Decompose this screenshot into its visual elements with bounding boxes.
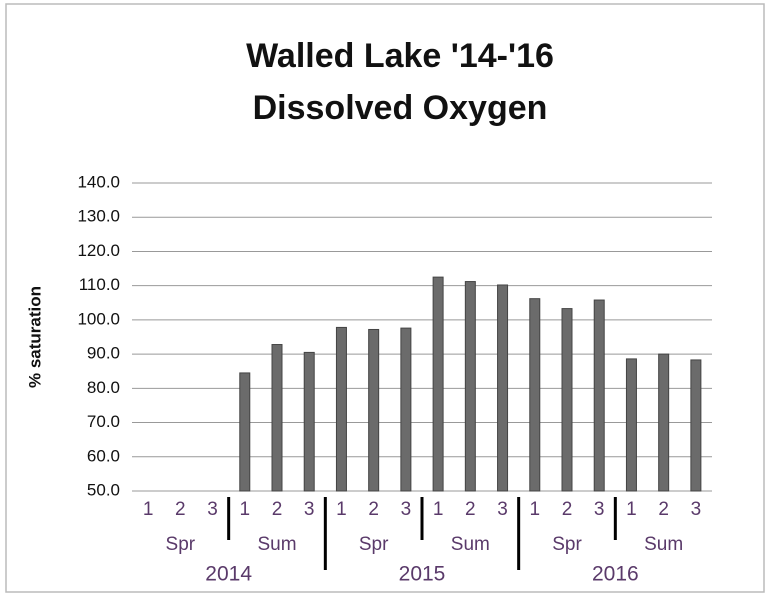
x-tick-label: 3 [304, 499, 315, 520]
y-tick-label: 80.0 [87, 378, 120, 397]
year-label: 2016 [592, 563, 639, 586]
x-tick-label: 1 [336, 499, 347, 520]
bar [271, 344, 283, 492]
x-tick-label: 2 [272, 499, 283, 520]
bar [625, 358, 637, 492]
x-tick-label: 1 [433, 499, 444, 520]
bar [368, 328, 380, 492]
bar [303, 351, 315, 492]
group-label: Sum [451, 534, 490, 555]
x-tick-label: 1 [626, 499, 637, 520]
x-tick-label: 1 [239, 499, 250, 520]
bar [464, 281, 476, 492]
x-tick-label: 3 [497, 499, 508, 520]
x-tick-label: 2 [368, 499, 379, 520]
y-axis-label: % saturation [25, 286, 44, 388]
bar [239, 372, 251, 492]
group-label: Sum [644, 534, 683, 555]
x-tick-label: 2 [562, 499, 573, 520]
y-tick-label: 90.0 [87, 344, 120, 363]
y-tick-label: 60.0 [87, 446, 120, 465]
y-tick-label: 120.0 [77, 241, 120, 260]
bar [658, 353, 670, 492]
year-label: 2015 [399, 563, 446, 586]
x-tick-label: 3 [207, 499, 218, 520]
group-label: Spr [359, 534, 389, 555]
bar [400, 327, 412, 492]
y-tick-label: 100.0 [77, 309, 120, 328]
group-label: Spr [166, 534, 196, 555]
bar [593, 299, 605, 492]
bar [561, 308, 573, 492]
x-tick-label: 1 [143, 499, 154, 520]
x-tick-label: 3 [594, 499, 605, 520]
bar [335, 326, 347, 492]
chart-title: Dissolved Oxygen [253, 89, 548, 127]
bar [529, 298, 541, 492]
x-tick-label: 2 [658, 499, 669, 520]
bar [690, 359, 702, 492]
y-tick-label: 50.0 [87, 480, 120, 499]
year-label: 2014 [205, 563, 252, 586]
y-tick-label: 140.0 [77, 172, 120, 191]
bar [497, 284, 509, 492]
chart-border [5, 3, 765, 593]
chart-title: Walled Lake '14-'16 [246, 37, 554, 75]
bar [432, 276, 444, 492]
x-tick-label: 2 [465, 499, 476, 520]
x-tick-label: 3 [691, 499, 702, 520]
y-tick-label: 110.0 [79, 275, 120, 294]
x-tick-label: 1 [529, 499, 540, 520]
group-label: Sum [257, 534, 296, 555]
group-label: Spr [552, 534, 582, 555]
y-tick-label: 130.0 [77, 207, 120, 226]
x-tick-label: 2 [175, 499, 186, 520]
y-tick-label: 70.0 [87, 412, 120, 431]
x-tick-label: 3 [401, 499, 412, 520]
